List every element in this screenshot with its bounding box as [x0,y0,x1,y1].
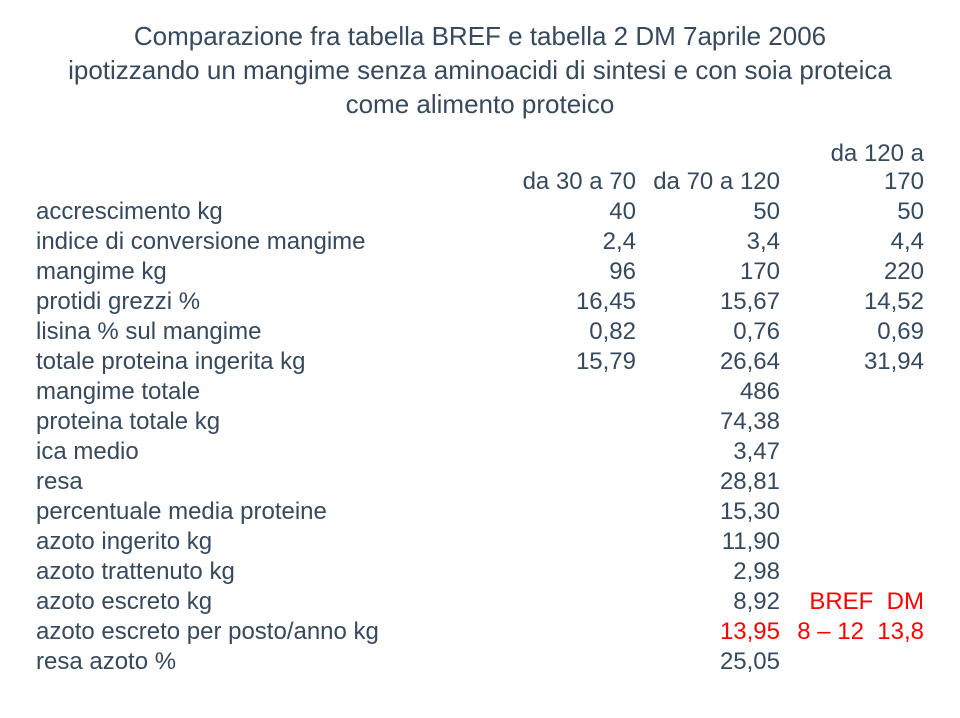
cell-value: 0,69 [786,317,930,347]
cell-value: 74,38 [642,407,786,437]
table-row: resa 28,81 [30,467,930,497]
cell-value [786,557,930,587]
row-label: resa azoto % [30,647,498,677]
table-row: mangime totale 486 [30,377,930,407]
cell-value: 15,79 [498,347,642,377]
cell-value [498,407,642,437]
cell-value [498,437,642,467]
row-label: azoto ingerito kg [30,527,498,557]
cell-value: 8,92 [642,587,786,617]
table-row: totale proteina ingerita kg15,7926,6431,… [30,347,930,377]
bref-dm-values: 8 – 12 13,8 [786,617,930,647]
table-row: proteina totale kg 74,38 [30,407,930,437]
cell-value [498,467,642,497]
row-label: lisina % sul mangime [30,317,498,347]
row-label: resa [30,467,498,497]
table-row: azoto ingerito kg 11,90 [30,527,930,557]
table-row: ica medio 3,47 [30,437,930,467]
cell-value [786,407,930,437]
cell-value: 13,95 [642,617,786,647]
cell-value [786,467,930,497]
row-label: azoto escreto kg [30,587,498,617]
azoto-posto-row: azoto escreto per posto/anno kg 13,95 8 … [30,617,930,647]
title-line-2: ipotizzando un mangime senza aminoacidi … [68,55,892,85]
cell-value: 3,4 [642,227,786,257]
azoto-escreto-row: azoto escreto kg 8,92 BREF DM [30,587,930,617]
table-row: percentuale media proteine 15,30 [30,497,930,527]
cell-value: 16,45 [498,287,642,317]
table-row: mangime kg96170220 [30,257,930,287]
table-row: protidi grezzi %16,4515,6714,52 [30,287,930,317]
row-label: proteina totale kg [30,407,498,437]
cell-value: 25,05 [642,647,786,677]
cell-value [498,557,642,587]
row-label: indice di conversione mangime [30,227,498,257]
cell-value: 15,30 [642,497,786,527]
cell-value: 2,4 [498,227,642,257]
cell-value: 0,76 [642,317,786,347]
cell-value: 220 [786,257,930,287]
table-row: lisina % sul mangime0,820,760,69 [30,317,930,347]
cell-value: 50 [642,197,786,227]
row-label: azoto trattenuto kg [30,557,498,587]
cell-value: 2,98 [642,557,786,587]
cell-value: 14,52 [786,287,930,317]
cell-value [786,437,930,467]
row-label: percentuale media proteine [30,497,498,527]
page-title: Comparazione fra tabella BREF e tabella … [30,20,930,121]
title-line-1: Comparazione fra tabella BREF e tabella … [134,21,826,51]
cell-value: 40 [498,197,642,227]
cell-value: 170 [642,257,786,287]
cell-value: 3,47 [642,437,786,467]
table-row: azoto trattenuto kg 2,98 [30,557,930,587]
cell-value [498,527,642,557]
col-header-1: da 30 a 70 [498,139,642,197]
cell-value [786,377,930,407]
comparison-table: da 30 a 70 da 70 a 120 da 120 a 170 accr… [30,139,930,677]
cell-value: 26,64 [642,347,786,377]
header-row: da 30 a 70 da 70 a 120 da 120 a 170 [30,139,930,197]
col-header-3: da 120 a 170 [786,139,930,197]
row-label: azoto escreto per posto/anno kg [30,617,498,647]
cell-value [498,497,642,527]
cell-value: 28,81 [642,467,786,497]
cell-value: 486 [642,377,786,407]
bref-dm-header: BREF DM [786,587,930,617]
resa-azoto-row: resa azoto % 25,05 [30,647,930,677]
cell-value: 15,67 [642,287,786,317]
row-label: mangime totale [30,377,498,407]
cell-value [786,497,930,527]
title-line-3: come alimento proteico [346,89,615,119]
row-label: protidi grezzi % [30,287,498,317]
row-label: accrescimento kg [30,197,498,227]
row-label: ica medio [30,437,498,467]
row-label: mangime kg [30,257,498,287]
row-label: totale proteina ingerita kg [30,347,498,377]
cell-value [498,377,642,407]
table-row: indice di conversione mangime2,43,44,4 [30,227,930,257]
cell-value: 96 [498,257,642,287]
cell-value: 50 [786,197,930,227]
cell-value: 11,90 [642,527,786,557]
col-header-2: da 70 a 120 [642,139,786,197]
cell-value: 0,82 [498,317,642,347]
table-row: accrescimento kg405050 [30,197,930,227]
cell-value: 4,4 [786,227,930,257]
cell-value [786,527,930,557]
cell-value: 31,94 [786,347,930,377]
